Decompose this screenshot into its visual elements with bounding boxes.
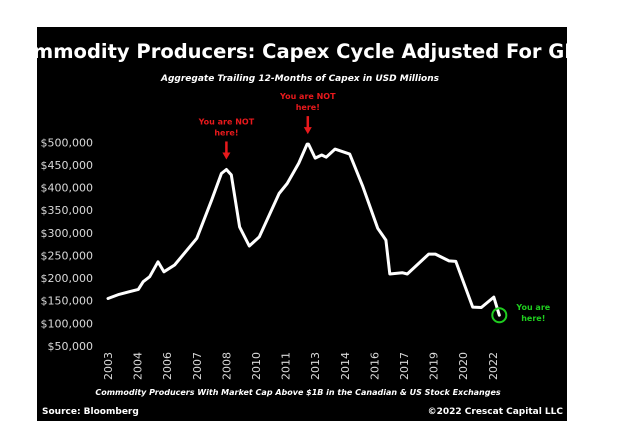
annotation-text: You are <box>515 303 550 312</box>
annotation-text: here! <box>296 103 320 112</box>
series-line <box>106 142 501 317</box>
annotation-text: here! <box>521 314 545 323</box>
annotation-text: You are NOT <box>198 117 255 126</box>
annotation-red: You are NOT here! <box>198 117 255 160</box>
copyright-label: ©2022 Crescat Capital LLC <box>428 407 564 417</box>
x-tick-label: 2014 <box>339 352 352 380</box>
y-tick-label: $100,000 <box>41 317 94 330</box>
y-tick-label: $300,000 <box>41 227 94 240</box>
y-tick-label: $250,000 <box>41 249 94 262</box>
chart-title: Commodity Producers: Capex Cycle Adjuste… <box>5 40 595 63</box>
annotation-text: here! <box>214 128 238 137</box>
x-axis-caption: Commodity Producers With Market Cap Abov… <box>95 388 501 397</box>
x-tick-label: 2022 <box>487 352 500 380</box>
y-tick-label: $500,000 <box>41 136 94 149</box>
annotation-red: You are NOT here! <box>279 92 336 135</box>
annotation-text: You are NOT <box>279 92 336 101</box>
x-tick-label: 2013 <box>309 352 322 380</box>
x-tick-label: 2006 <box>161 352 174 380</box>
arrow-head-icon <box>222 152 231 160</box>
x-tick-label: 2020 <box>457 352 470 380</box>
y-tick-label: $200,000 <box>41 272 94 285</box>
x-tick-label: 2011 <box>280 352 293 380</box>
x-tick-label: 2017 <box>398 352 411 380</box>
x-tick-label: 2004 <box>132 352 145 380</box>
x-tick-label: 2010 <box>250 352 263 380</box>
y-tick-label: $350,000 <box>41 204 94 217</box>
annotation-green: You are here! <box>491 303 551 324</box>
y-tick-label: $150,000 <box>41 295 94 308</box>
x-tick-label: 2019 <box>428 352 441 380</box>
x-tick-label: 2008 <box>220 352 233 380</box>
chart-subtitle: Aggregate Trailing 12-Months of Capex in… <box>160 74 440 84</box>
y-tick-label: $400,000 <box>41 182 94 195</box>
x-tick-label: 2007 <box>191 352 204 380</box>
x-tick-label: 2016 <box>368 352 381 380</box>
x-tick-label: 2003 <box>102 352 115 380</box>
chart-background <box>37 27 567 421</box>
y-tick-label: $50,000 <box>48 340 94 353</box>
arrow-head-icon <box>303 127 312 135</box>
y-tick-label: $450,000 <box>41 159 94 172</box>
source-label: Source: Bloomberg <box>42 407 139 417</box>
circle-marker-icon <box>491 307 508 324</box>
